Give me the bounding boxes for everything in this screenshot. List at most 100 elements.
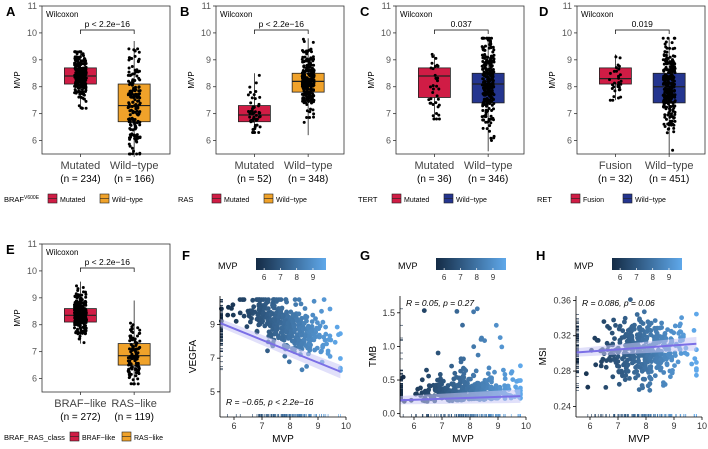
y-tick-label: 7 [206, 109, 211, 119]
data-point [675, 359, 681, 365]
data-point [616, 364, 622, 369]
data-point [78, 334, 82, 338]
data-point [601, 319, 607, 324]
data-point [662, 74, 666, 78]
data-point [486, 90, 490, 94]
data-point [454, 374, 459, 380]
colorbar-label: 7 [458, 273, 463, 282]
data-points [126, 321, 142, 386]
y-tick-label: 7 [210, 353, 215, 363]
data-point [82, 314, 86, 318]
data-point [279, 335, 285, 341]
data-point [127, 47, 131, 51]
data-point [670, 84, 674, 88]
data-point [79, 61, 83, 65]
data-point [480, 53, 484, 57]
panel-label: D [539, 4, 548, 19]
data-point [74, 84, 78, 88]
data-point [663, 58, 667, 62]
data-point [79, 95, 83, 99]
data-point [663, 115, 667, 119]
y-tick-label: 7 [567, 109, 572, 119]
data-point [667, 93, 670, 97]
data-point [73, 303, 77, 307]
data-point [305, 109, 309, 113]
data-point [617, 340, 623, 346]
data-point [84, 300, 88, 304]
data-point [518, 378, 523, 383]
data-point [436, 64, 440, 68]
data-point [648, 332, 654, 338]
data-point [133, 88, 136, 92]
data-point [672, 363, 677, 368]
y-tick-label: 6 [32, 374, 37, 384]
data-point [613, 323, 618, 328]
data-point [631, 359, 636, 365]
data-point [126, 73, 130, 77]
data-point [80, 330, 84, 333]
data-point [613, 81, 616, 85]
data-point [300, 326, 306, 332]
data-point [301, 80, 304, 84]
data-point [129, 89, 133, 93]
x-tick-label: 7 [259, 421, 264, 431]
data-point [304, 364, 309, 369]
data-point [634, 312, 640, 317]
data-point [641, 309, 647, 315]
data-point [634, 369, 640, 374]
count-label: (n = 36) [417, 174, 452, 185]
data-point [671, 122, 675, 126]
data-point [611, 317, 616, 323]
data-point [452, 370, 458, 376]
data-point [662, 93, 666, 97]
data-point [127, 66, 131, 70]
test-label: Wilcoxon [581, 10, 613, 19]
y-tick-label: 1.5 [382, 308, 395, 318]
data-point [490, 109, 494, 112]
data-point [74, 330, 78, 334]
data-point [138, 69, 141, 73]
data-point [132, 134, 136, 138]
data-point [672, 130, 676, 134]
data-point [128, 123, 132, 127]
data-points [246, 73, 262, 134]
data-point [632, 322, 637, 328]
data-point [295, 337, 301, 342]
y-tick-label: 9 [206, 55, 211, 65]
data-point [629, 334, 635, 340]
data-point [305, 50, 309, 54]
legend-label: Mutated [404, 197, 429, 204]
data-point [305, 103, 309, 106]
data-point [664, 107, 668, 111]
colorbar-label: 8 [474, 273, 479, 282]
legend-title: MVP [218, 261, 238, 271]
x-tick-label: 10 [697, 421, 707, 431]
x-tick-label: 8 [643, 421, 648, 431]
data-point [490, 103, 494, 107]
data-point [257, 115, 261, 119]
data-point [250, 96, 254, 100]
data-point [131, 348, 135, 352]
y-tick-label: 9 [32, 55, 37, 65]
data-point [665, 100, 669, 104]
data-point [84, 76, 88, 80]
data-point [291, 324, 297, 330]
data-point [432, 117, 436, 121]
data-point [286, 359, 292, 365]
data-point [84, 86, 88, 90]
y-tick-label: 10 [27, 28, 37, 38]
data-point [134, 371, 138, 375]
data-point [253, 127, 257, 131]
data-point [304, 83, 308, 87]
y-tick-label: 10 [381, 28, 391, 38]
data-point [312, 334, 318, 340]
data-point [611, 98, 615, 102]
data-point [667, 123, 671, 127]
data-point [250, 297, 256, 303]
data-point [618, 88, 622, 92]
data-point [673, 36, 677, 40]
data-point [305, 90, 309, 94]
data-point [137, 332, 141, 335]
data-point [319, 308, 324, 314]
data-point [84, 66, 88, 70]
